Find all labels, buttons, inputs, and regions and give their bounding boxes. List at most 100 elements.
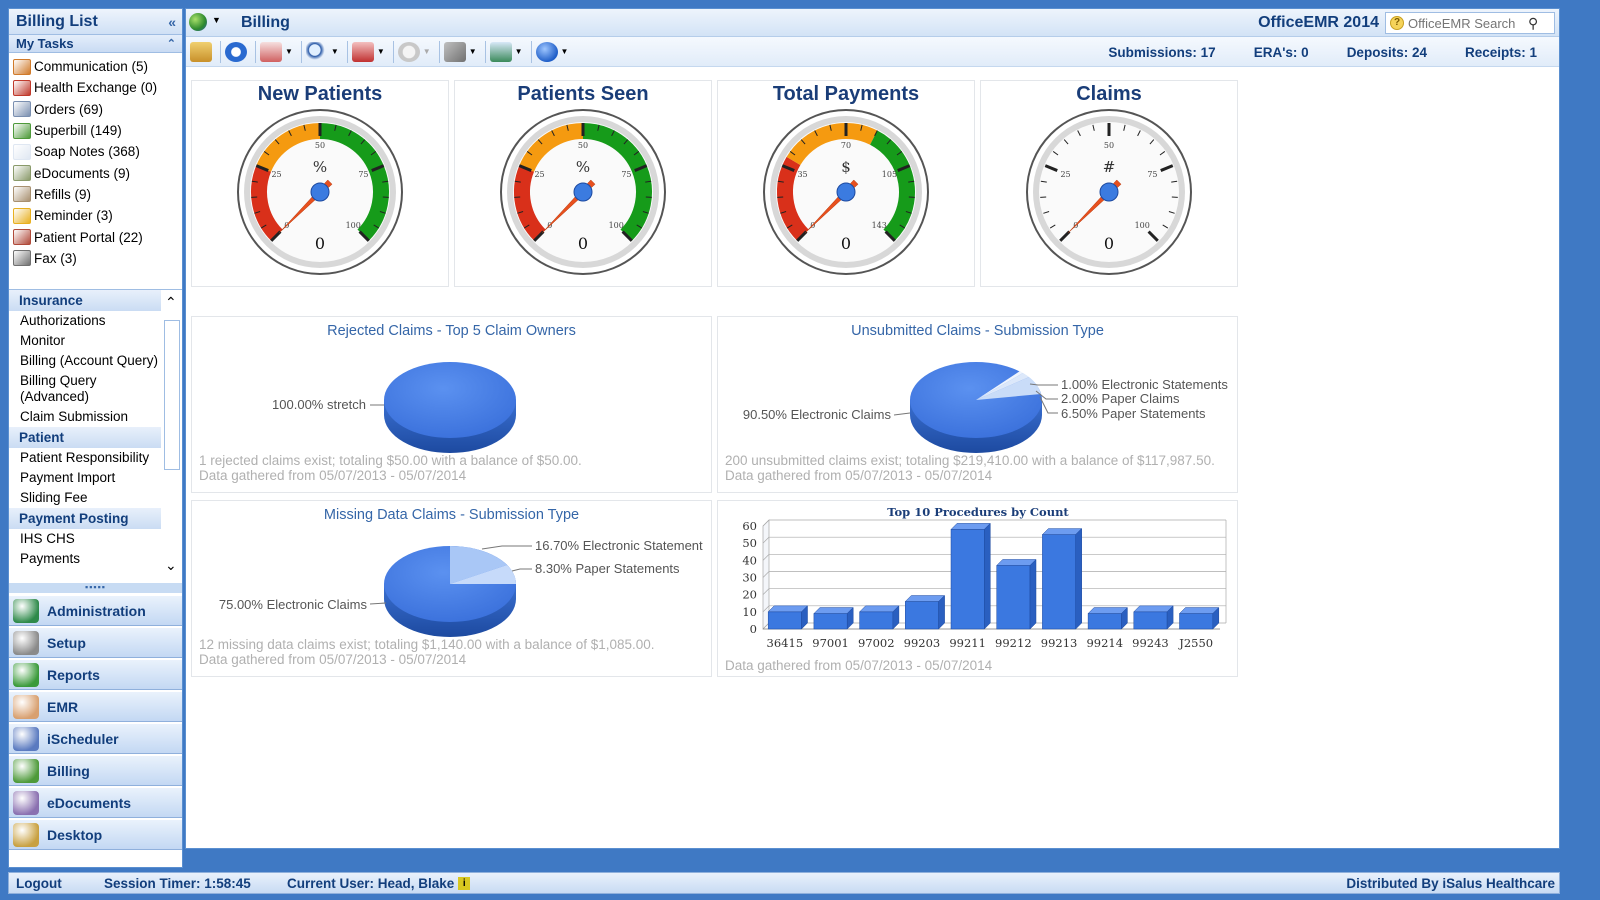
gauge-tick: [566, 124, 569, 131]
chart-title[interactable]: Unsubmitted Claims - Submission Type: [851, 323, 1104, 339]
task-item[interactable]: Reminder (3): [9, 205, 182, 226]
collapse-tasks-icon[interactable]: ⌃: [166, 38, 176, 50]
search-icon[interactable]: ⚲: [1528, 14, 1539, 31]
task-item[interactable]: Fax (3): [9, 248, 182, 269]
chart-title[interactable]: Missing Data Claims - Submission Type: [323, 507, 580, 523]
help-button[interactable]: ▼: [535, 40, 569, 64]
menu-item[interactable]: IHS CHS: [20, 531, 75, 546]
menu-section-header[interactable]: Insurance: [9, 290, 161, 311]
bar-99212[interactable]: [996, 558, 1037, 630]
chevron-down-icon[interactable]: ▼: [468, 47, 477, 56]
bar-97002[interactable]: [858, 605, 900, 630]
find-button[interactable]: ▼: [305, 40, 339, 64]
menu-item[interactable]: Patient Responsibility: [20, 450, 150, 465]
pie-label: 6.50% Paper Statements: [1061, 406, 1206, 421]
menu-section-header[interactable]: Patient: [9, 427, 161, 448]
chevron-down-icon[interactable]: ▼: [376, 47, 385, 56]
bar-99211[interactable]: [950, 522, 991, 630]
clock-button[interactable]: ▼: [397, 40, 431, 64]
export-button[interactable]: ▼: [489, 40, 523, 64]
task-item[interactable]: Patient Portal (22): [9, 226, 182, 247]
menu-item[interactable]: Billing Query (Advanced): [20, 373, 97, 404]
tools-icon: [13, 630, 39, 655]
bar-side: [846, 606, 854, 630]
bar-side: [938, 594, 945, 630]
task-item[interactable]: eDocuments (9): [9, 162, 182, 183]
pie-slice-paper-claims[interactable]: [976, 373, 1029, 400]
gauge-tick-label: 75: [621, 170, 631, 179]
task-label: Orders (69): [34, 101, 104, 117]
globe-menu-icon[interactable]: [189, 13, 207, 31]
refresh-button[interactable]: [225, 40, 247, 64]
nav-button-administration[interactable]: Administration: [9, 595, 182, 626]
pie-leader: [1035, 390, 1058, 400]
chevron-down-icon[interactable]: ▼: [212, 15, 221, 25]
gauge-tick: [796, 230, 808, 242]
search-input[interactable]: [1408, 15, 1526, 31]
nav-button-ischeduler[interactable]: iScheduler: [9, 723, 182, 754]
bar-99213[interactable]: [1041, 527, 1083, 630]
pie-slice-electronic-statement[interactable]: [450, 546, 507, 584]
task-item[interactable]: Communication (5): [9, 56, 182, 77]
chevron-down-icon[interactable]: ▼: [285, 47, 293, 56]
eras-count[interactable]: ERA's: 0: [1253, 44, 1309, 60]
task-item[interactable]: Superbill (149): [9, 120, 182, 141]
scroll-down-icon[interactable]: ⌄: [165, 557, 177, 573]
nav-button-reports[interactable]: Reports: [9, 659, 182, 690]
gauge-unit-symbol: %: [576, 158, 590, 176]
bar-J2550[interactable]: [1178, 606, 1220, 630]
nav-button-setup[interactable]: Setup: [9, 627, 182, 658]
task-item[interactable]: Refills (9): [9, 184, 182, 205]
nav-button-edocuments[interactable]: eDocuments: [9, 787, 182, 818]
splitter-grip[interactable]: ▪▪▪▪▪: [9, 583, 182, 593]
logout-link[interactable]: Logout: [16, 875, 62, 891]
user-info-icon[interactable]: i: [458, 876, 471, 890]
collapse-sidebar-icon[interactable]: «: [168, 14, 176, 30]
bar-side: [892, 605, 900, 630]
menu-item[interactable]: Sliding Fee: [20, 490, 88, 505]
task-item[interactable]: Soap Notes (368): [9, 141, 182, 162]
gauge-tick: [334, 124, 337, 131]
task-item[interactable]: Health Exchange (0): [9, 77, 182, 98]
bar-97001[interactable]: [813, 606, 854, 630]
pie-slice-stretch[interactable]: [384, 362, 516, 438]
menu-item[interactable]: Authorizations: [20, 313, 106, 328]
tools-button[interactable]: ▼: [443, 40, 477, 64]
print-button[interactable]: ▼: [351, 40, 385, 64]
pie-slice-paper-statements[interactable]: [976, 377, 1041, 400]
bar-99243[interactable]: [1133, 605, 1174, 630]
home-button[interactable]: [190, 40, 212, 64]
receipts-count[interactable]: Receipts: 1: [1464, 44, 1537, 60]
nav-button-billing[interactable]: Billing: [9, 755, 182, 786]
gauge-tick: [829, 124, 832, 131]
patient-card-button[interactable]: ▼: [260, 40, 293, 64]
menu-item[interactable]: Monitor: [20, 333, 66, 348]
bar-36415[interactable]: [767, 605, 809, 630]
deposits-count[interactable]: Deposits: 24: [1346, 44, 1427, 60]
bar-99203[interactable]: [904, 594, 946, 630]
scroll-up-icon[interactable]: ⌃: [165, 294, 177, 310]
chart-title[interactable]: Rejected Claims - Top 5 Claim Owners: [327, 323, 576, 339]
menu-scrollbar[interactable]: ⌃ ⌄: [162, 290, 182, 581]
pie-slice-paper-statements[interactable]: [450, 565, 516, 584]
menu-item[interactable]: Billing (Account Query): [20, 353, 159, 368]
gauge-panel-total-payments: Total Payments 03570105143$0: [717, 80, 975, 287]
chevron-down-icon[interactable]: ▼: [422, 47, 431, 56]
bar-side: [1029, 558, 1037, 630]
nav-button-emr[interactable]: EMR: [9, 691, 182, 722]
chevron-down-icon[interactable]: ▼: [560, 47, 569, 56]
gauge-tick: [1147, 230, 1159, 242]
bar-99214[interactable]: [1087, 606, 1129, 630]
menu-item[interactable]: Claim Submission: [20, 409, 129, 424]
my-tasks-header[interactable]: My Tasks ⌃: [9, 35, 182, 53]
task-item[interactable]: Orders (69): [9, 99, 182, 120]
menu-section-header[interactable]: Payment Posting: [9, 508, 161, 529]
scroll-thumb[interactable]: [164, 320, 180, 470]
submissions-count[interactable]: Submissions: 17: [1108, 44, 1216, 60]
chevron-down-icon[interactable]: ▼: [514, 47, 523, 56]
nav-button-desktop[interactable]: Desktop: [9, 819, 182, 850]
menu-item[interactable]: Payments: [20, 551, 81, 566]
chevron-down-icon[interactable]: ▼: [330, 47, 339, 56]
menu-item[interactable]: Payment Import: [20, 470, 116, 485]
pie-slice-electronic-statements[interactable]: [976, 371, 1023, 400]
